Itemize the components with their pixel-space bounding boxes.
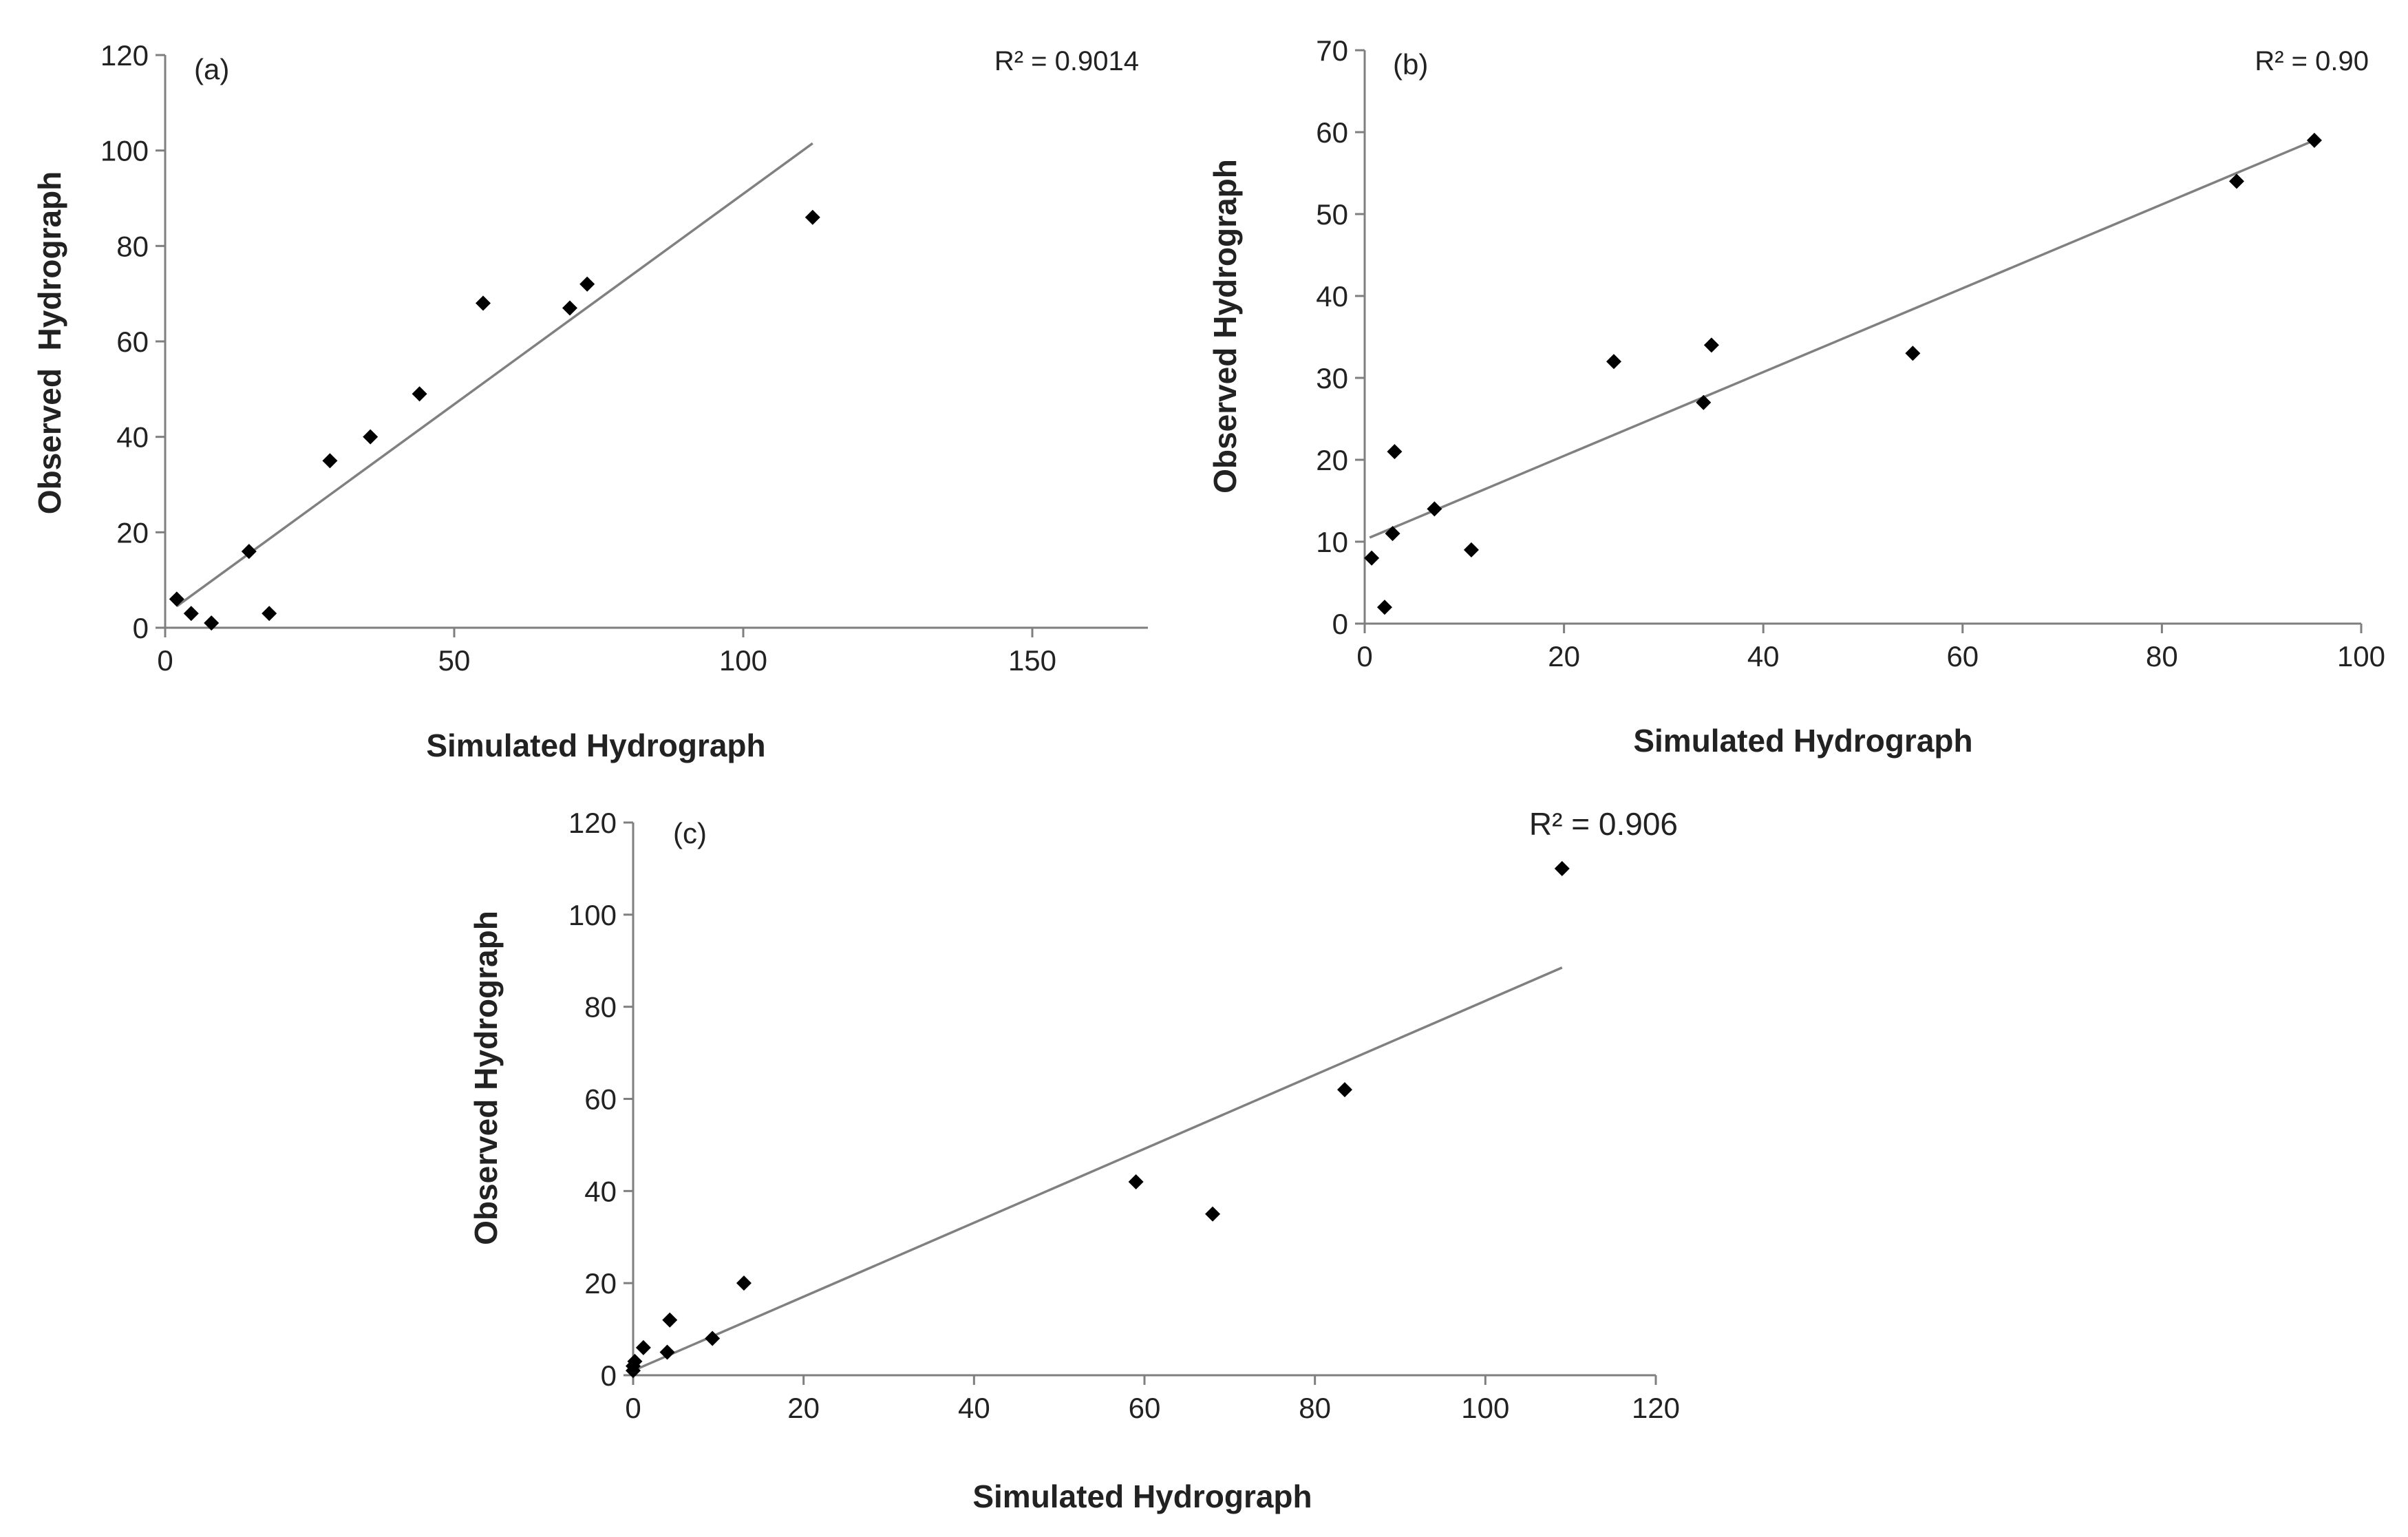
panel-a-data-point: [363, 429, 379, 445]
panel-b-trendline: [1369, 139, 2315, 539]
panel-b-y-tick-label: 0: [1332, 608, 1348, 640]
panel-b-y-tick-label: 10: [1316, 526, 1348, 558]
panel-a-data-point: [562, 300, 577, 316]
panel-a-data-point: [476, 295, 491, 311]
panel-c-x-tick-label: 60: [1129, 1392, 1161, 1424]
panel-a-y-tick-label: 20: [116, 516, 149, 549]
panel-c-x-axis-title: Simulated Hydrograph: [972, 1478, 1312, 1514]
panel-c-y-axis-title: Observed Hydrograph: [468, 911, 504, 1245]
panel-a-label: (a): [194, 53, 229, 85]
panel-a-data-point: [322, 453, 338, 469]
panel-c-x-tick-label: 80: [1299, 1392, 1331, 1424]
panel-a-trendline: [175, 142, 813, 608]
panel-b-data-point: [1696, 394, 1712, 410]
panel-c-y-tick-label: 20: [584, 1267, 617, 1300]
panel-a-x-tick-label: 150: [1008, 644, 1056, 677]
panel-b-data-point: [1703, 337, 1719, 353]
panel-b-x-tick-label: 100: [2337, 640, 2385, 672]
panel-b-x-axis-title: Simulated Hydrograph: [1633, 723, 1972, 759]
panel-a-y-tick-label: 120: [100, 39, 149, 72]
panel-b-y-axis-title: Observed Hydrograph: [1207, 159, 1243, 494]
panel-b-data-point: [1427, 501, 1442, 517]
panel-a-r2-label: R² = 0.9014: [994, 46, 1139, 76]
panel-b-y-tick-label: 70: [1316, 34, 1348, 67]
panel-c-x-tick-label: 40: [958, 1392, 990, 1424]
panel-c-data-point: [1554, 860, 1570, 876]
chart-panel-a: 0 20 40 60 80 100 120 0 50 100 150 (a) R² = 0.9014…: [32, 39, 1148, 763]
panel-c-data-point: [1205, 1206, 1221, 1222]
panel-c-y-tick-label: 40: [584, 1175, 617, 1207]
panel-b-data-point: [2306, 132, 2322, 148]
panel-b-y-tick-label: 60: [1316, 116, 1348, 149]
panel-c-data-point: [662, 1312, 678, 1328]
panel-b-data-point: [1376, 600, 1392, 615]
panel-c-y-tick-label: 100: [568, 899, 617, 931]
panel-c-x-tick-label: 120: [1632, 1392, 1680, 1424]
panel-b-y-tick-label: 20: [1316, 444, 1348, 476]
chart-panel-b: 0 10 20 30 40 50 60 70 0 20 40 60 80 100 (b) R² = 0.9…: [1207, 34, 2385, 759]
panel-a-y-tick-label: 100: [100, 135, 149, 167]
panel-b-data-point: [1385, 526, 1400, 542]
panel-c-y-tick-label: 0: [601, 1359, 617, 1392]
panel-a-y-tick-label: 40: [116, 421, 149, 454]
panel-b-y-tick-label: 50: [1316, 198, 1348, 231]
panel-a-data-point: [579, 276, 595, 292]
panel-c-x-tick-label: 20: [787, 1392, 820, 1424]
panel-a-x-axis-title: Simulated Hydrograph: [426, 728, 765, 763]
panel-c-data-point: [705, 1331, 721, 1346]
panel-a-data-point: [241, 544, 257, 560]
panel-c-r2-label: R² = 0.906: [1529, 806, 1678, 842]
panel-b-y-tick-label: 30: [1316, 362, 1348, 394]
panel-a-y-tick-label: 60: [116, 326, 149, 358]
panel-b-data-point: [2229, 173, 2244, 189]
panel-c-label: (c): [673, 817, 707, 849]
panel-b-data-point: [1387, 444, 1403, 460]
panel-a-data-point: [412, 386, 427, 402]
panel-c-y-tick-label: 120: [568, 807, 617, 839]
panel-c-data-point: [1337, 1082, 1353, 1098]
panel-a-data-point: [204, 615, 220, 631]
panel-a-data-point: [805, 209, 820, 225]
panel-a-x-tick-label: 50: [438, 644, 471, 677]
panel-c-data-point: [736, 1275, 752, 1291]
panel-b-y-tick-label: 40: [1316, 280, 1348, 312]
panel-c-x-tick-label: 0: [625, 1392, 641, 1424]
panel-a-data-point: [262, 606, 277, 622]
panel-b-x-tick-label: 20: [1548, 640, 1580, 672]
panel-c-y-tick-label: 80: [584, 991, 617, 1024]
panel-b-x-tick-label: 40: [1747, 640, 1780, 672]
panel-b-data-point: [1905, 346, 1921, 361]
panel-c-data-point: [635, 1339, 651, 1355]
panel-a-data-point: [169, 591, 184, 607]
panel-c-data-point: [659, 1344, 675, 1360]
panel-b-x-tick-label: 60: [1946, 640, 1979, 672]
panel-a-x-tick-label: 100: [719, 644, 767, 677]
panel-c-y-tick-label: 60: [584, 1083, 617, 1116]
panel-b-data-point: [1463, 542, 1479, 558]
panel-b-data-point: [1606, 354, 1621, 370]
panel-a-y-axis-title: Observed Hydrograph: [32, 171, 67, 514]
panel-b-x-tick-label: 0: [1356, 640, 1372, 672]
panel-b-label: (b): [1393, 48, 1428, 81]
chart-panel-c: 0 20 40 60 80 100 120 0 20 40 60 80 100 120 (c) R² = …: [468, 806, 1680, 1514]
panel-c-data-point: [1128, 1174, 1144, 1189]
panel-c-trendline: [632, 966, 1563, 1372]
panel-a-data-point: [183, 606, 199, 622]
panel-a-y-tick-label: 0: [133, 612, 149, 644]
panel-a-x-tick-label: 0: [157, 644, 173, 677]
panel-b-x-tick-label: 80: [2146, 640, 2178, 672]
panel-c-x-tick-label: 100: [1461, 1392, 1509, 1424]
panel-b-r2-label: R² = 0.90: [2255, 46, 2369, 76]
panel-b-data-point: [1364, 550, 1380, 566]
panel-c-data-point: [627, 1353, 643, 1369]
panel-a-y-tick-label: 80: [116, 230, 149, 262]
